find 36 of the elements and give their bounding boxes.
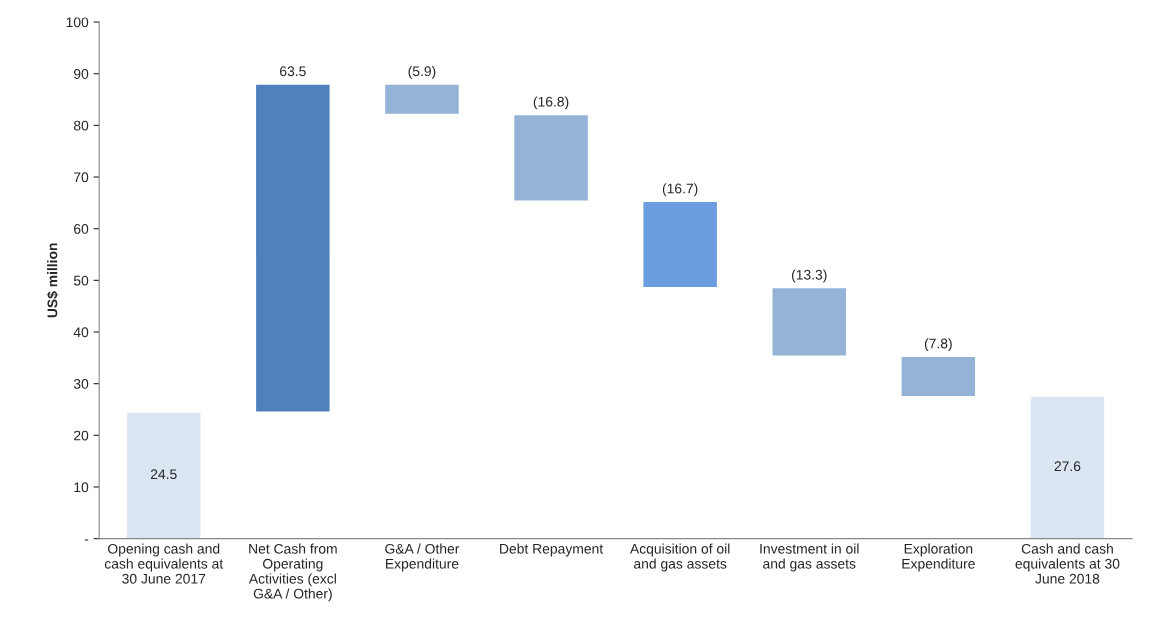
bar (383, 83, 461, 116)
bar (1029, 395, 1106, 539)
data-label: (5.9) (408, 65, 436, 79)
y-tick-label: 60 (74, 224, 89, 234)
y-tick-label: 10 (74, 482, 89, 493)
data-label: 63.5 (280, 66, 306, 77)
bar (512, 113, 590, 203)
bar (900, 355, 977, 398)
y-tick-label: - (84, 539, 89, 541)
y-tick-label: 80 (73, 120, 89, 131)
data-label: (13.3) (791, 269, 827, 283)
data-label: 24.5 (150, 469, 177, 480)
data-label: (16.8) (533, 96, 569, 110)
y-tick-label: 70 (74, 172, 89, 183)
data-label: (16.7) (662, 183, 698, 197)
x-tick-label: Opening cash and cash equivalents at 30 June 2017 (104, 543, 224, 584)
x-tick-label: Investment in oil and gas assets (760, 543, 859, 572)
x-tick-label: Debt Repayment (500, 543, 604, 557)
bar (771, 286, 848, 357)
bar (642, 200, 719, 289)
x-tick-label: Net Cash from Operating Activities (excl G&A / Other) (248, 543, 337, 602)
y-tick-label: 50 (73, 275, 89, 286)
y-tick-label: 90 (73, 69, 89, 79)
bar (125, 411, 202, 539)
data-label: (7.8) (924, 338, 952, 352)
bar (254, 83, 331, 413)
x-tick-label: Acquisition of oil and gas assets (629, 543, 730, 572)
y-tick-label: 20 (74, 430, 89, 441)
y-tick-label: 30 (73, 379, 89, 389)
x-tick-label: Cash and cash equivalents at 30 June 2018 (1015, 543, 1120, 584)
x-tick-label: G&A / Other Expenditure (385, 543, 460, 572)
y-tick-label: 40 (73, 327, 89, 338)
y-axis-title: US$ million (46, 243, 59, 318)
x-tick-label: Exploration Expenditure (902, 543, 975, 572)
y-tick-label: 100 (66, 17, 89, 28)
data-label: 27.6 (1054, 461, 1081, 472)
